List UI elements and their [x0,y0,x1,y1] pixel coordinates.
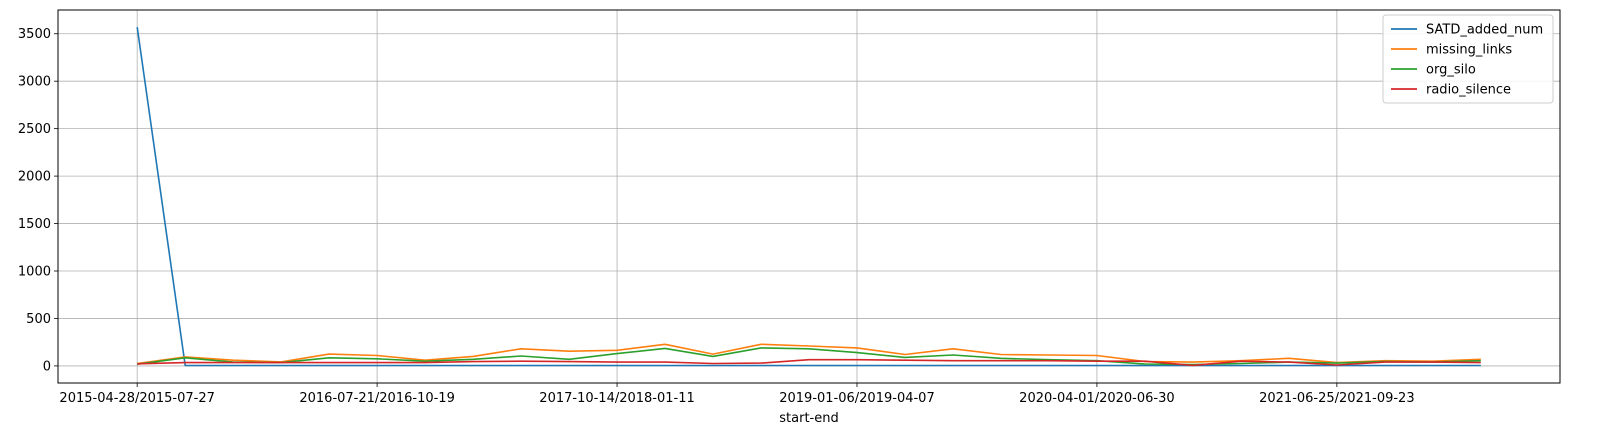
series-line-org_silo [137,347,1481,366]
y-tick-label: 3500 [18,27,51,42]
x-tick-label: 2017-10-14/2018-01-11 [539,391,694,406]
series-lines [136,26,1481,367]
legend-box [1382,14,1554,104]
y-tick-label: 2500 [18,122,51,137]
series-line-missing_links [137,343,1481,365]
y-axis-ticks: 0 500 1000 1500 2000 2500 3000 3500 [18,27,58,374]
y-tick-label: 1500 [18,217,51,232]
x-tick-label: 2015-04-28/2015-07-27 [59,391,214,406]
x-axis-label: start-end [779,411,838,426]
y-tick-label: 1000 [18,265,51,280]
y-tick-label: 500 [26,312,51,327]
legend-label: SATD_added_num [1426,23,1543,38]
legend: SATD_added_num missing_links org_siloradio… [1382,14,1554,104]
x-axis-ticks: 2015-04-28/2015-07-27 2016-07-21/2016-10-… [59,383,1415,406]
x-tick-label: 2016-07-21/2016-10-19 [299,391,454,406]
legend-label: radio_silence [1426,83,1511,98]
series-line-SATD_added_num [136,26,1481,367]
y-tick-label: 3000 [18,75,51,90]
grid-lines [58,10,1560,383]
x-tick-label: 2021-06-25/2021-09-23 [1259,391,1414,406]
x-tick-label: 2020-04-01/2020-06-30 [1019,391,1174,406]
x-tick-label: 2019-01-06/2019-04-07 [779,391,934,406]
y-tick-label: 2000 [18,170,51,185]
legend-label: missing_links [1426,43,1512,58]
legend-label: org_silo [1426,63,1476,78]
series-line-radio_silence [137,358,1481,367]
y-tick-label: 0 [43,359,51,374]
plot-frame [57,9,1561,384]
